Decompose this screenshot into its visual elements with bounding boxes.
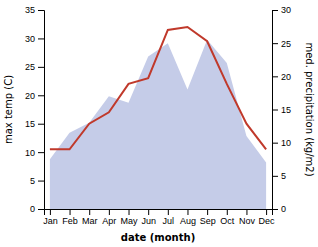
tick-label: Nov — [239, 216, 256, 226]
tick-label: 25 — [25, 62, 35, 72]
tick: Sep — [200, 209, 216, 226]
tick-mark — [246, 209, 247, 215]
tick: 5 — [30, 176, 44, 186]
tick-label: 15 — [25, 119, 35, 129]
tick: 0 — [272, 204, 286, 214]
tick: Jul — [163, 209, 175, 226]
tick-label: Sep — [200, 216, 216, 226]
tick-label: 20 — [281, 72, 291, 82]
temp-line — [50, 27, 266, 149]
y2-axis-title: med. precipitation (kg/m2) — [304, 42, 315, 176]
tick-mark — [50, 209, 51, 215]
tick-label: 20 — [25, 91, 35, 101]
tick-mark — [38, 181, 44, 182]
tick-mark — [187, 209, 188, 215]
tick: Oct — [220, 209, 235, 226]
plot-area: Jan Feb Mar Apr MayJun Jul Aug Sep Oct NovDec 0 5 10… — [25, 5, 291, 226]
tick-label: 30 — [25, 34, 35, 44]
tick: Jun — [141, 209, 156, 226]
tick-label: Oct — [220, 216, 235, 226]
tick-mark — [272, 10, 278, 11]
axis-line — [38, 11, 45, 210]
tick-mark — [272, 143, 278, 144]
tick-label: 10 — [281, 138, 291, 148]
y2-axis: 0 5 10 15 20 25 30 — [272, 5, 291, 214]
y-axis: 0 5 10 15 20 25 30 35 — [25, 5, 45, 214]
tick: Mar — [82, 209, 98, 226]
tick-mark — [272, 43, 278, 44]
tick-mark — [272, 76, 278, 77]
tick-label: Mar — [82, 216, 98, 226]
tick-mark — [70, 209, 71, 215]
tick: 5 — [272, 171, 286, 181]
tick: Aug — [180, 209, 196, 226]
tick-label: 0 — [281, 204, 286, 214]
tick: 30 — [25, 34, 44, 44]
tick-mark — [38, 152, 44, 153]
axis-line — [45, 210, 273, 216]
tick-mark — [148, 209, 149, 215]
tick: May — [121, 209, 139, 226]
tick-label: 35 — [25, 5, 35, 15]
tick-label: May — [121, 216, 139, 226]
tick: 0 — [30, 204, 44, 214]
tick-mark — [266, 209, 267, 215]
tick-label: 25 — [281, 39, 291, 49]
tick-label: 10 — [25, 148, 35, 158]
tick-mark — [38, 38, 44, 39]
tick-label: 0 — [30, 204, 35, 214]
tick: 15 — [25, 119, 44, 129]
tick: 25 — [25, 62, 44, 72]
tick-label: Dec — [259, 216, 276, 226]
tick-label: Jul — [163, 216, 175, 226]
tick: 10 — [25, 148, 44, 158]
tick: 10 — [272, 138, 291, 148]
tick-label: Jan — [43, 216, 58, 226]
tick-mark — [272, 209, 278, 210]
precip-area — [50, 40, 266, 209]
tick-mark — [38, 209, 44, 210]
tick: Apr — [102, 209, 116, 226]
tick: Dec — [259, 209, 276, 226]
x-axis-title: date (month) — [121, 232, 195, 243]
tick-label: Jun — [141, 216, 156, 226]
tick-mark — [38, 95, 44, 96]
tick-label: Apr — [102, 216, 116, 226]
tick: 15 — [272, 105, 291, 115]
tick-label: 5 — [281, 171, 286, 181]
tick-label: Feb — [62, 216, 78, 226]
tick: 20 — [25, 91, 44, 101]
tick-label: 15 — [281, 105, 291, 115]
tick-mark — [272, 110, 278, 111]
tick: 35 — [25, 5, 44, 15]
chart: Jan Feb Mar Apr MayJun Jul Aug Sep Oct NovDec 0 5 10… — [0, 0, 318, 247]
x-axis: Jan Feb Mar Apr MayJun Jul Aug Sep Oct NovDec — [43, 209, 275, 226]
tick: 20 — [272, 72, 291, 82]
tick-mark — [89, 209, 90, 215]
tick-mark — [38, 124, 44, 125]
tick-mark — [207, 209, 208, 215]
tick-mark — [129, 209, 130, 215]
marks — [50, 27, 266, 209]
tick: 30 — [272, 5, 291, 15]
tick: 25 — [272, 39, 291, 49]
tick: Jan — [43, 209, 58, 226]
axis-line — [273, 11, 279, 210]
tick-label: 5 — [30, 176, 35, 186]
tick: Nov — [239, 209, 256, 226]
tick-mark — [227, 209, 228, 215]
tick-mark — [109, 209, 110, 215]
y-axis-title: max temp (C) — [3, 75, 14, 144]
tick: Feb — [62, 209, 78, 226]
tick-mark — [38, 10, 44, 11]
tick-label: 30 — [281, 5, 291, 15]
tick-mark — [38, 67, 44, 68]
tick-label: Aug — [180, 216, 196, 226]
tick-mark — [272, 176, 278, 177]
tick-mark — [168, 209, 169, 215]
